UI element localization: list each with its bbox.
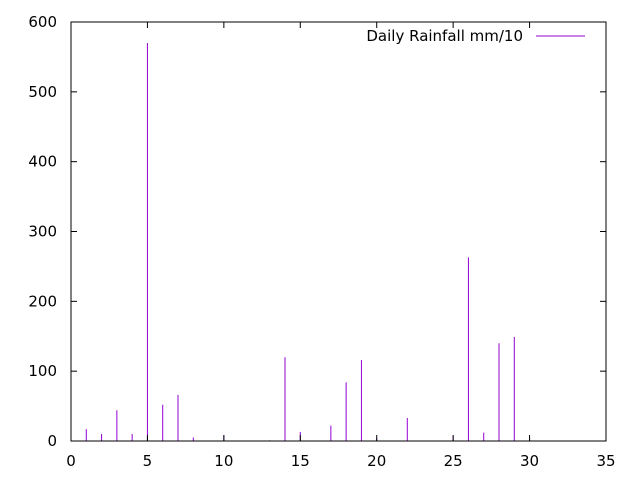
y-tick-label: 500 bbox=[28, 83, 57, 101]
y-tick-label: 0 bbox=[47, 432, 57, 450]
legend-label: Daily Rainfall mm/10 bbox=[366, 27, 523, 45]
y-tick-label: 300 bbox=[28, 223, 57, 241]
x-tick-label: 30 bbox=[520, 452, 539, 470]
axis-ticks bbox=[70, 21, 607, 442]
x-tick-label: 15 bbox=[291, 452, 310, 470]
x-tick-label: 5 bbox=[143, 452, 153, 470]
plot-frame bbox=[70, 21, 607, 442]
y-tick-label: 200 bbox=[28, 292, 57, 310]
x-tick-label: 35 bbox=[596, 452, 615, 470]
impulse-series bbox=[85, 42, 531, 441]
x-tick-label: 0 bbox=[66, 452, 76, 470]
x-tick-labels: 0 5 10 15 20 25 30 35 bbox=[66, 452, 615, 470]
y-tick-label: 600 bbox=[28, 13, 57, 31]
x-tick-label: 25 bbox=[444, 452, 463, 470]
y-tick-labels: 0 100 200 300 400 500 600 bbox=[28, 13, 57, 450]
x-tick-label: 10 bbox=[214, 452, 233, 470]
y-tick-label: 100 bbox=[28, 362, 57, 380]
x-tick-label: 20 bbox=[367, 452, 386, 470]
legend: Daily Rainfall mm/10 bbox=[366, 27, 585, 45]
y-tick-label: 400 bbox=[28, 153, 57, 171]
